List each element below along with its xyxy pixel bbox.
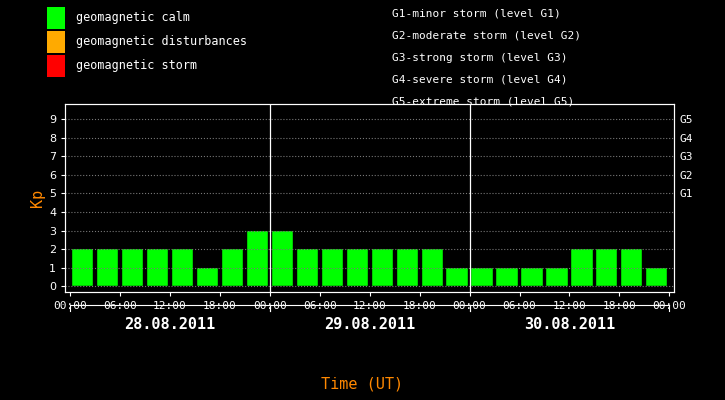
Text: G5-extreme storm (level G5): G5-extreme storm (level G5): [392, 97, 573, 107]
Bar: [272, 230, 293, 286]
Bar: [147, 249, 168, 286]
Bar: [621, 249, 642, 286]
Bar: [521, 268, 542, 286]
Bar: [471, 268, 493, 286]
Bar: [222, 249, 243, 286]
Bar: [646, 268, 668, 286]
Text: 29.08.2011: 29.08.2011: [324, 317, 415, 332]
Bar: [447, 268, 468, 286]
Bar: [571, 249, 592, 286]
Bar: [547, 268, 568, 286]
Bar: [297, 249, 318, 286]
Text: G3-strong storm (level G3): G3-strong storm (level G3): [392, 53, 567, 63]
Text: 30.08.2011: 30.08.2011: [523, 317, 615, 332]
Text: G2-moderate storm (level G2): G2-moderate storm (level G2): [392, 31, 581, 41]
Bar: [596, 249, 618, 286]
Bar: [122, 249, 144, 286]
Bar: [347, 249, 368, 286]
Text: 28.08.2011: 28.08.2011: [125, 317, 216, 332]
Bar: [97, 249, 118, 286]
Bar: [172, 249, 193, 286]
Bar: [421, 249, 443, 286]
Text: geomagnetic storm: geomagnetic storm: [76, 60, 197, 72]
Text: geomagnetic disturbances: geomagnetic disturbances: [76, 36, 247, 48]
Text: Time (UT): Time (UT): [321, 376, 404, 392]
Bar: [322, 249, 343, 286]
Text: geomagnetic calm: geomagnetic calm: [76, 12, 190, 24]
Bar: [497, 268, 518, 286]
Text: G1-minor storm (level G1): G1-minor storm (level G1): [392, 9, 560, 19]
Bar: [247, 230, 268, 286]
Y-axis label: Kp: Kp: [30, 189, 45, 207]
Bar: [397, 249, 418, 286]
Text: G4-severe storm (level G4): G4-severe storm (level G4): [392, 75, 567, 85]
Bar: [197, 268, 218, 286]
Bar: [72, 249, 94, 286]
Bar: [372, 249, 393, 286]
